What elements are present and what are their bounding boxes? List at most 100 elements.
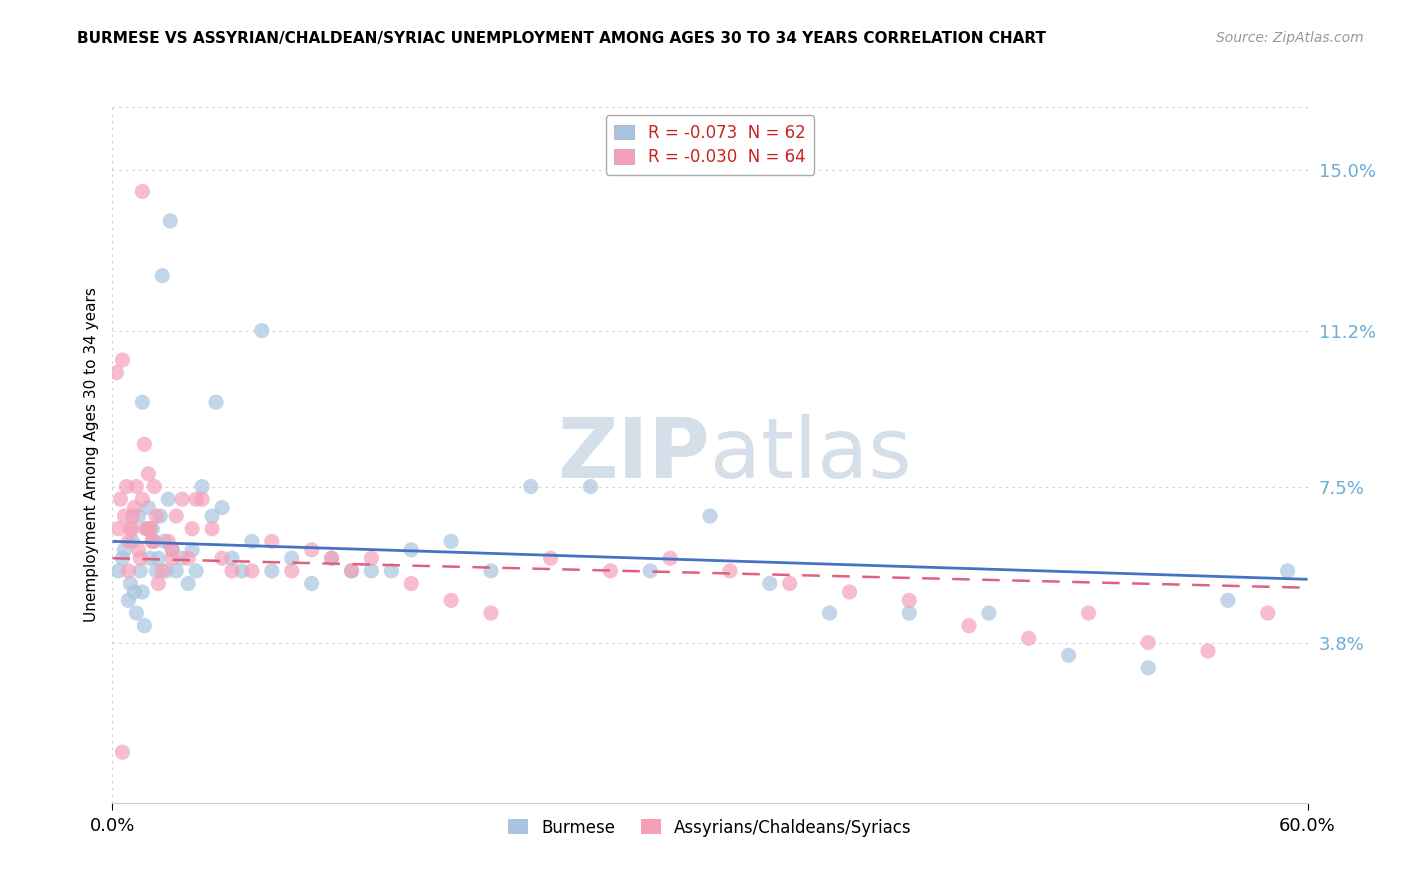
Point <box>131 492 153 507</box>
Point <box>186 564 208 578</box>
Point <box>157 492 180 507</box>
Point <box>281 564 304 578</box>
Point <box>129 551 152 566</box>
Point <box>977 606 1000 620</box>
Point <box>127 542 149 557</box>
Point <box>1018 632 1040 646</box>
Point <box>579 479 602 493</box>
Point <box>141 534 163 549</box>
Point <box>957 618 980 632</box>
Point <box>211 551 233 566</box>
Point <box>125 606 148 620</box>
Point <box>150 268 173 283</box>
Point <box>1137 635 1160 649</box>
Point <box>440 593 463 607</box>
Point <box>157 534 180 549</box>
Point <box>110 492 132 507</box>
Point <box>111 353 134 368</box>
Point <box>191 492 214 507</box>
Point <box>117 534 139 549</box>
Point <box>162 551 183 566</box>
Point <box>134 437 156 451</box>
Point <box>181 542 204 557</box>
Point <box>260 534 283 549</box>
Point <box>301 576 323 591</box>
Point <box>148 551 170 566</box>
Point <box>138 500 160 515</box>
Point <box>181 522 204 536</box>
Point <box>145 564 167 578</box>
Point <box>201 509 224 524</box>
Point <box>111 745 134 759</box>
Point <box>401 576 423 591</box>
Point <box>479 564 502 578</box>
Point <box>301 542 323 557</box>
Point <box>141 534 163 549</box>
Text: atlas: atlas <box>710 415 911 495</box>
Point <box>143 479 166 493</box>
Point <box>177 576 200 591</box>
Point <box>107 564 129 578</box>
Point <box>1197 644 1219 658</box>
Point <box>340 564 363 578</box>
Point <box>121 522 143 536</box>
Point <box>159 214 181 228</box>
Point <box>162 542 183 557</box>
Point <box>818 606 841 620</box>
Point <box>898 593 921 607</box>
Point <box>1277 564 1299 578</box>
Point <box>131 585 153 599</box>
Point <box>186 492 208 507</box>
Point <box>139 551 162 566</box>
Point <box>148 576 170 591</box>
Point <box>105 366 128 380</box>
Point <box>718 564 741 578</box>
Point <box>114 542 135 557</box>
Text: BURMESE VS ASSYRIAN/CHALDEAN/SYRIAC UNEMPLOYMENT AMONG AGES 30 TO 34 YEARS CORRE: BURMESE VS ASSYRIAN/CHALDEAN/SYRIAC UNEM… <box>77 31 1046 46</box>
Point <box>114 509 135 524</box>
Point <box>321 551 343 566</box>
Point <box>165 509 187 524</box>
Point <box>120 522 142 536</box>
Point <box>172 551 194 566</box>
Point <box>121 509 143 524</box>
Point <box>111 551 134 566</box>
Point <box>134 618 156 632</box>
Point <box>759 576 782 591</box>
Point <box>699 509 721 524</box>
Point <box>131 185 153 199</box>
Point <box>155 564 177 578</box>
Point <box>201 522 224 536</box>
Point <box>321 551 343 566</box>
Point <box>191 479 214 493</box>
Point <box>138 467 160 481</box>
Point <box>205 395 228 409</box>
Point <box>599 564 621 578</box>
Point <box>125 479 148 493</box>
Point <box>124 585 146 599</box>
Point <box>340 564 363 578</box>
Point <box>143 534 166 549</box>
Point <box>838 585 860 599</box>
Point <box>360 551 382 566</box>
Point <box>281 551 304 566</box>
Point <box>162 542 183 557</box>
Point <box>117 564 139 578</box>
Point <box>231 564 253 578</box>
Point <box>1257 606 1279 620</box>
Point <box>131 395 153 409</box>
Point <box>1057 648 1080 663</box>
Point <box>150 564 173 578</box>
Point <box>360 564 382 578</box>
Point <box>221 564 243 578</box>
Point <box>135 522 157 536</box>
Point <box>1216 593 1239 607</box>
Point <box>1077 606 1099 620</box>
Point <box>260 564 283 578</box>
Point <box>479 606 502 620</box>
Point <box>153 534 176 549</box>
Point <box>440 534 463 549</box>
Point <box>129 564 152 578</box>
Text: Source: ZipAtlas.com: Source: ZipAtlas.com <box>1216 31 1364 45</box>
Point <box>145 509 167 524</box>
